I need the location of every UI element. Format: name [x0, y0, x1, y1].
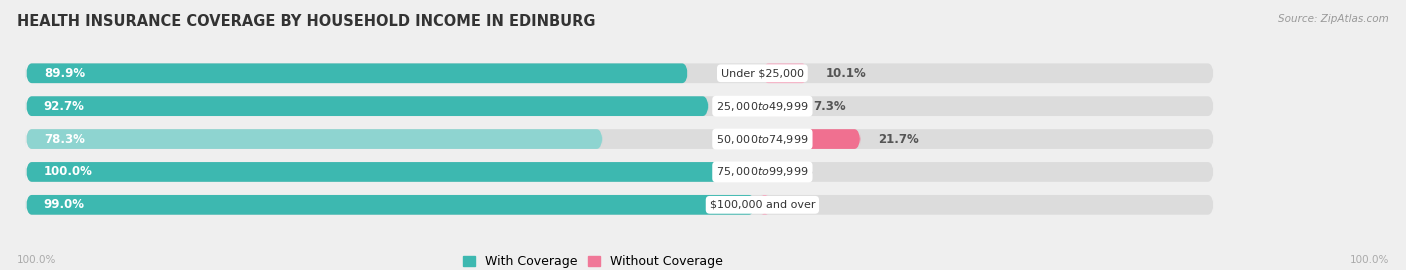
FancyBboxPatch shape: [25, 162, 1213, 182]
Text: $100,000 and over: $100,000 and over: [710, 200, 815, 210]
Text: 100.0%: 100.0%: [1350, 255, 1389, 265]
FancyBboxPatch shape: [25, 63, 1213, 83]
FancyBboxPatch shape: [762, 96, 796, 116]
Text: 1.0%: 1.0%: [785, 198, 817, 211]
FancyBboxPatch shape: [25, 129, 603, 149]
FancyBboxPatch shape: [25, 63, 688, 83]
Text: $50,000 to $74,999: $50,000 to $74,999: [716, 133, 808, 146]
Text: 100.0%: 100.0%: [44, 166, 93, 178]
Text: 89.9%: 89.9%: [44, 67, 84, 80]
FancyBboxPatch shape: [25, 96, 1213, 116]
Text: 78.3%: 78.3%: [44, 133, 84, 146]
Text: Under $25,000: Under $25,000: [721, 68, 804, 78]
Legend: With Coverage, Without Coverage: With Coverage, Without Coverage: [463, 255, 723, 268]
FancyBboxPatch shape: [25, 129, 1213, 149]
FancyBboxPatch shape: [762, 129, 860, 149]
Text: 10.1%: 10.1%: [825, 67, 866, 80]
Text: HEALTH INSURANCE COVERAGE BY HOUSEHOLD INCOME IN EDINBURG: HEALTH INSURANCE COVERAGE BY HOUSEHOLD I…: [17, 14, 595, 29]
Text: $75,000 to $99,999: $75,000 to $99,999: [716, 166, 808, 178]
Text: 100.0%: 100.0%: [17, 255, 56, 265]
FancyBboxPatch shape: [25, 162, 762, 182]
FancyBboxPatch shape: [25, 96, 709, 116]
Text: $25,000 to $49,999: $25,000 to $49,999: [716, 100, 808, 113]
FancyBboxPatch shape: [25, 195, 1213, 215]
Text: 0.0%: 0.0%: [780, 166, 813, 178]
Text: 7.3%: 7.3%: [813, 100, 846, 113]
FancyBboxPatch shape: [761, 195, 768, 215]
FancyBboxPatch shape: [762, 63, 808, 83]
FancyBboxPatch shape: [25, 195, 755, 215]
Text: 92.7%: 92.7%: [44, 100, 84, 113]
Text: 21.7%: 21.7%: [879, 133, 920, 146]
Text: Source: ZipAtlas.com: Source: ZipAtlas.com: [1278, 14, 1389, 23]
Text: 99.0%: 99.0%: [44, 198, 84, 211]
